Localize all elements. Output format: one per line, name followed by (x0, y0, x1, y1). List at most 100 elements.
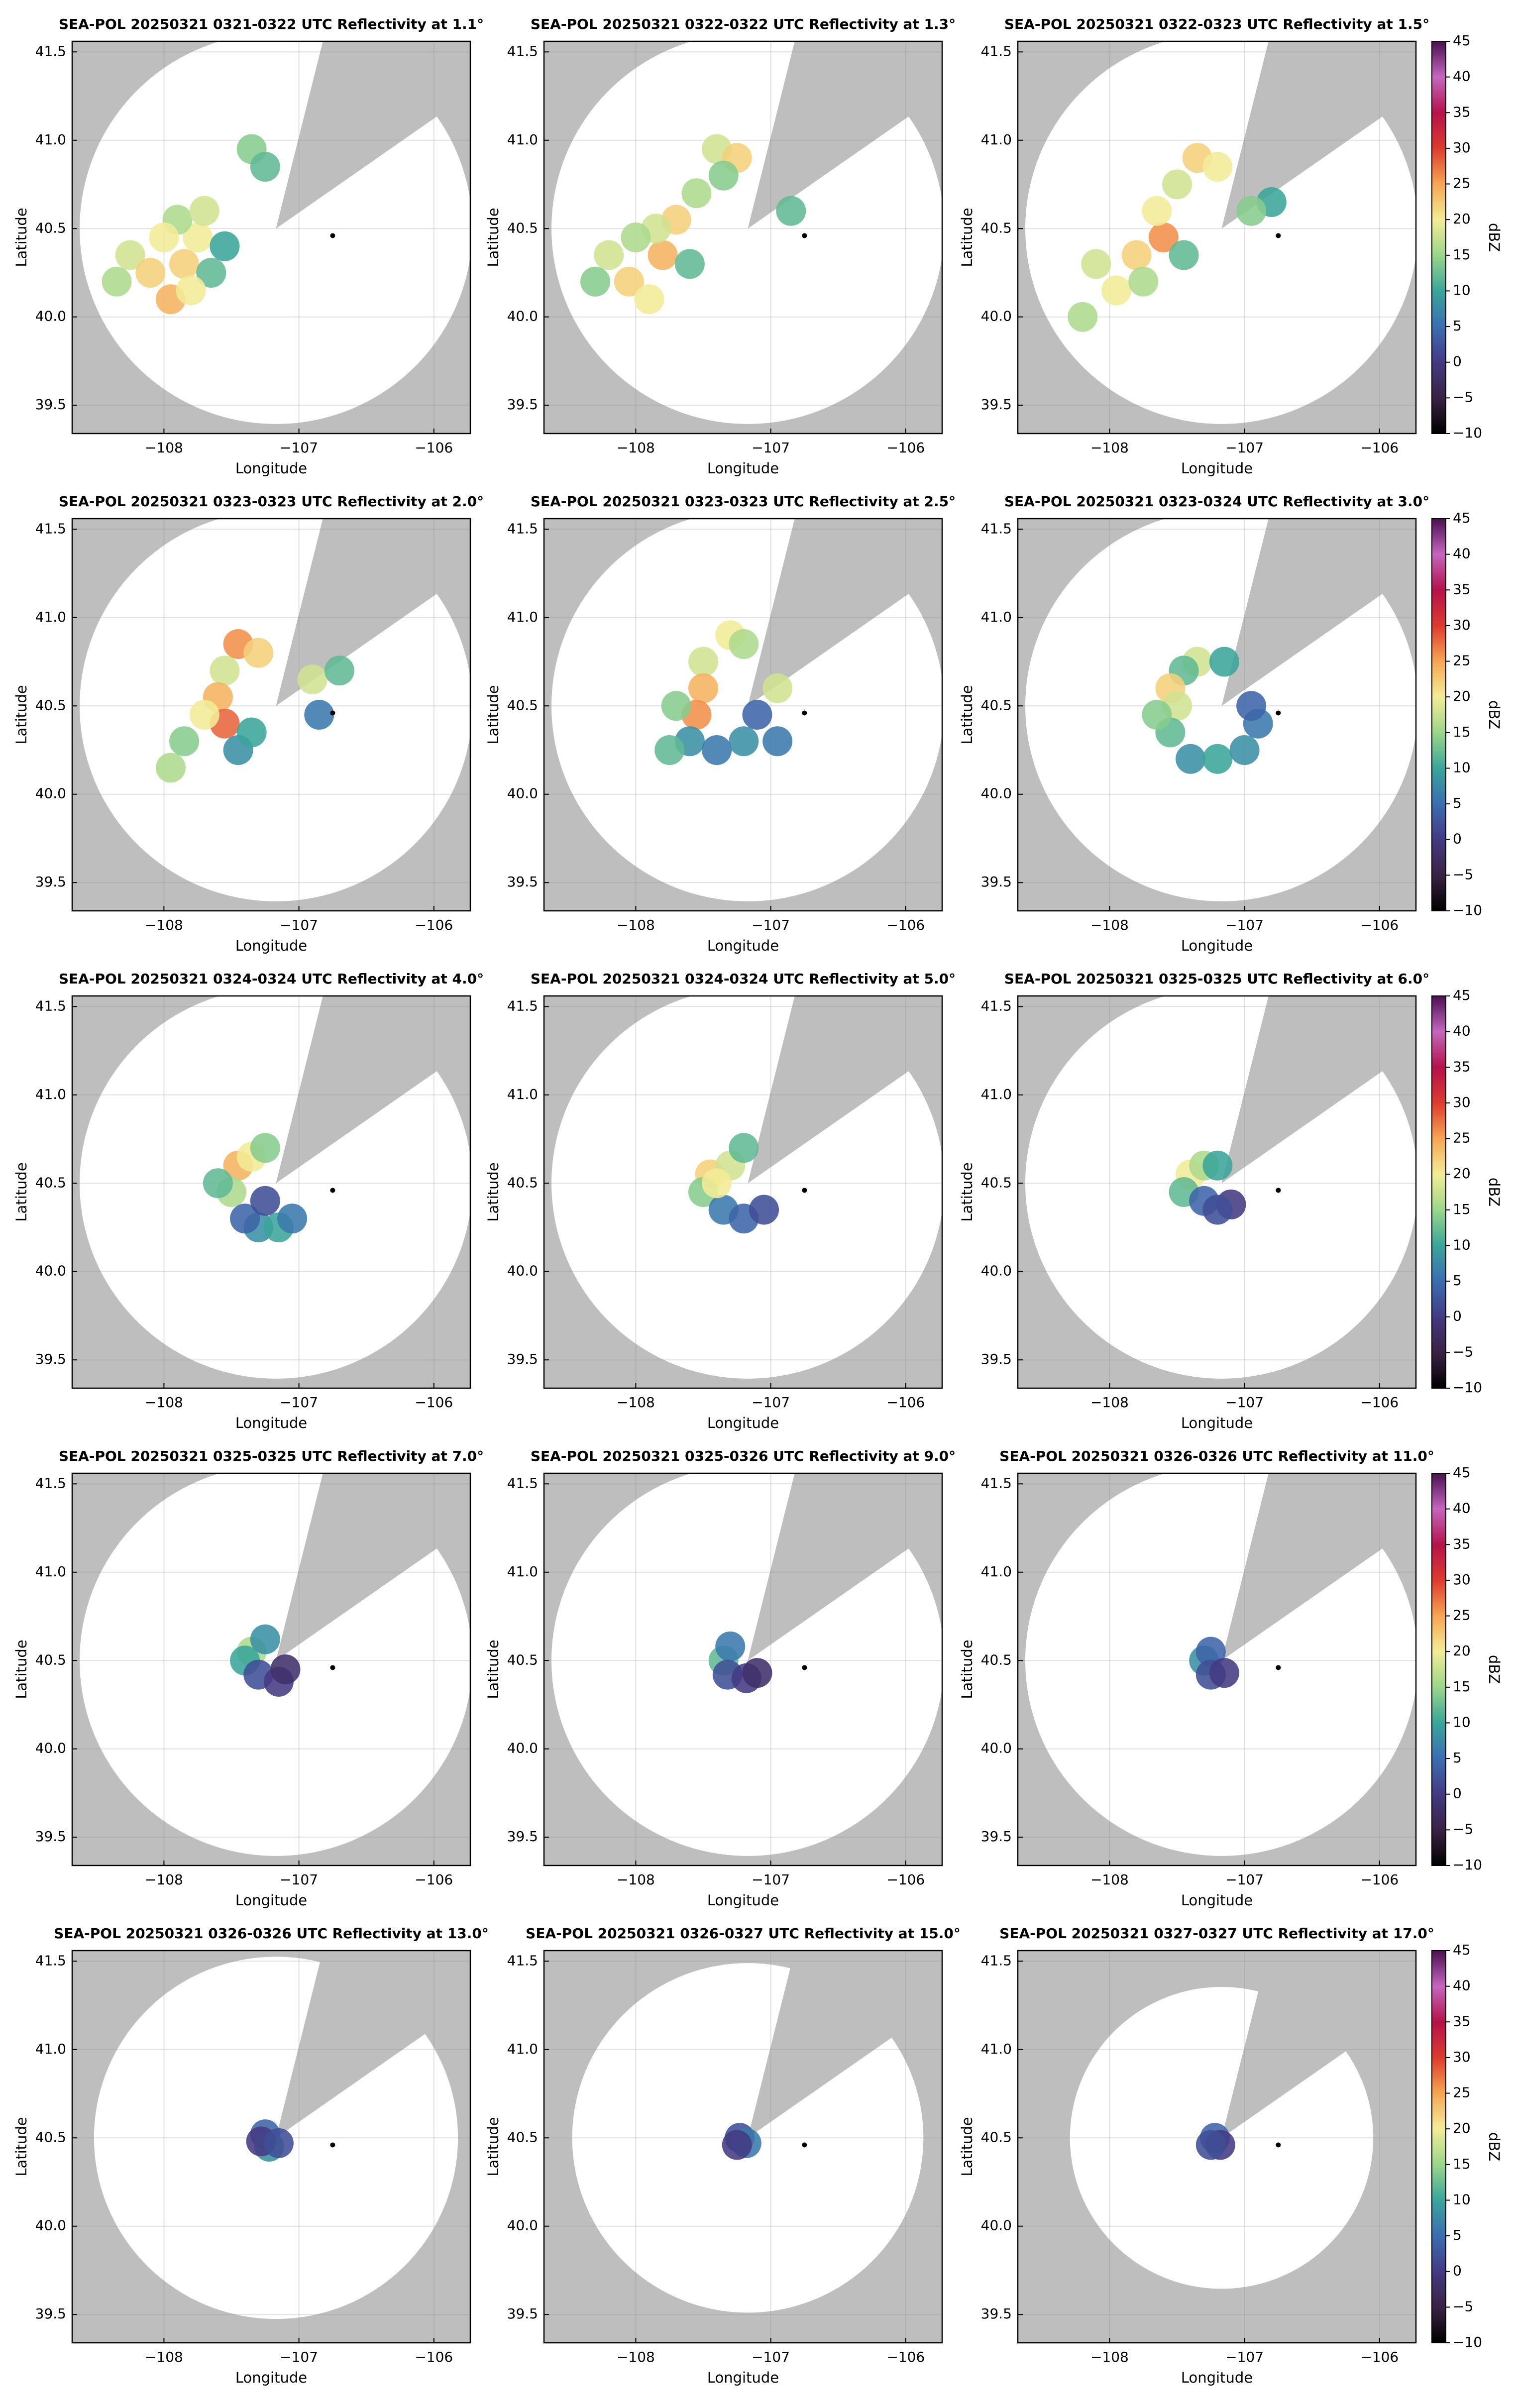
colorbar-label: dBZ (1486, 700, 1503, 729)
axes-frame (1017, 995, 1417, 1389)
colorbar-tick-label: 25 (1453, 175, 1471, 192)
x-tick-label: −106 (415, 1871, 453, 1888)
x-tick-label: −106 (415, 439, 453, 456)
radar-coverage (1025, 519, 1416, 901)
x-axis-label: Longitude (707, 2369, 779, 2386)
axes-frame (1017, 1472, 1417, 1866)
y-axis-label: Latitude (13, 1162, 30, 1221)
y-axis-label: Latitude (13, 2117, 30, 2176)
y-tick-label: 41.0 (981, 609, 1012, 625)
axes-frame (543, 518, 943, 912)
axes-frame (543, 40, 943, 435)
colorbar-tick-label: −5 (1453, 866, 1473, 882)
colorbar-tick-label: 30 (1453, 1094, 1471, 1110)
y-tick-label: 41.0 (35, 609, 66, 625)
echo-cell (1229, 735, 1260, 765)
colorbar-tick-label: 15 (1453, 1201, 1471, 1217)
colorbar (1431, 518, 1446, 911)
y-tick-label: 41.5 (507, 997, 538, 1014)
x-tick-label: −107 (752, 439, 790, 456)
chart-title: SEA-POL 20250321 0322-0322 UTC Reflectiv… (531, 16, 956, 32)
x-tick-label: −106 (415, 2349, 453, 2365)
y-axis-label: Latitude (959, 1162, 975, 1221)
echo-cell (1121, 240, 1152, 270)
colorbar-tick-label: 25 (1453, 2084, 1471, 2101)
y-axis-label: Latitude (959, 2117, 975, 2176)
y-tick-label: 39.5 (981, 396, 1012, 413)
echo-cell (203, 1168, 233, 1199)
x-axis-label: Longitude (707, 460, 779, 477)
x-tick-label: −107 (1225, 917, 1264, 933)
colorbar-tick-label: 20 (1453, 211, 1471, 227)
plot-area (544, 1473, 942, 1865)
axes-frame (1017, 1950, 1417, 2344)
colorbar-tick-label: 15 (1453, 724, 1471, 740)
y-tick-label: 40.5 (507, 1174, 538, 1191)
echo-cell (196, 257, 226, 288)
y-axis-label: Latitude (959, 208, 975, 267)
y-tick-label: 40.5 (507, 219, 538, 236)
y-axis-label: Latitude (485, 685, 502, 744)
echo-cell (304, 700, 334, 730)
x-tick-label: −107 (1225, 1394, 1264, 1411)
y-tick-label: 41.5 (981, 1952, 1012, 1969)
echo-cell (580, 266, 611, 297)
y-axis-label: Latitude (485, 1640, 502, 1699)
colorbar-label: dBZ (1486, 1655, 1503, 1684)
y-tick-label: 40.5 (981, 1174, 1012, 1191)
colorbar-tick-label: −5 (1453, 2298, 1473, 2314)
colorbar-tick-label: 20 (1453, 2120, 1471, 2136)
echo-cell (1176, 744, 1206, 774)
radar-coverage (80, 996, 470, 1379)
echo-cell (236, 717, 267, 748)
x-axis-label: Longitude (707, 1415, 779, 1431)
chart-title: SEA-POL 20250321 0326-0326 UTC Reflectiv… (999, 1448, 1434, 1464)
radar-coverage (551, 41, 942, 424)
x-axis-label: Longitude (1181, 460, 1253, 477)
colorbar-tick-label: 30 (1453, 1571, 1471, 1588)
colorbar-tick-label: 15 (1453, 2156, 1471, 2172)
colorbar-tick-label: 10 (1453, 1714, 1471, 1730)
colorbar-tick-label: 40 (1453, 1977, 1471, 1994)
x-tick-label: −108 (617, 439, 655, 456)
colorbar-tick-label: 5 (1453, 1272, 1462, 1289)
echo-cell (729, 726, 759, 757)
axes-frame (543, 995, 943, 1389)
radar-coverage (80, 519, 470, 901)
colorbar-tick-label: 5 (1453, 795, 1462, 811)
echo-cell (155, 753, 186, 783)
echo-cell (250, 1133, 280, 1163)
chart-title: SEA-POL 20250321 0324-0324 UTC Reflectiv… (531, 971, 956, 987)
y-tick-label: 40.0 (507, 308, 538, 325)
y-tick-label: 40.0 (981, 308, 1012, 325)
y-tick-label: 40.0 (981, 1263, 1012, 1279)
y-tick-label: 41.0 (981, 2041, 1012, 2057)
plot-area (1018, 1473, 1416, 1865)
y-axis-label: Latitude (13, 1640, 30, 1699)
echo-cell (634, 284, 664, 315)
chart-title: SEA-POL 20250321 0322-0323 UTC Reflectiv… (1004, 16, 1429, 32)
echo-cell (1202, 152, 1233, 182)
echo-cell (648, 240, 678, 270)
x-axis-label: Longitude (1181, 1892, 1253, 1909)
y-tick-label: 41.5 (507, 43, 538, 59)
x-tick-label: −108 (145, 1394, 183, 1411)
plot-area (544, 519, 942, 911)
echo-cell (324, 656, 354, 686)
panel: −108 −107 −106 39.5 40.0 40.5 41.0 41.5 SEA-POL … (485, 16, 956, 477)
y-tick-label: 40.0 (507, 2217, 538, 2234)
x-tick-label: −106 (1360, 439, 1399, 456)
echo-cell (776, 196, 806, 226)
y-tick-label: 40.0 (981, 2217, 1012, 2234)
colorbar-tick-label: −10 (1453, 2334, 1482, 2350)
y-tick-label: 41.0 (507, 131, 538, 148)
echo-cell (715, 1631, 746, 1661)
echo-cell (230, 1204, 260, 1234)
x-axis-label: Longitude (235, 1415, 307, 1431)
radar-site (802, 2142, 807, 2148)
echo-cell (742, 700, 772, 730)
y-tick-label: 40.5 (507, 1651, 538, 1668)
colorbar-tick-label: 40 (1453, 68, 1471, 85)
y-tick-label: 40.5 (35, 697, 66, 713)
